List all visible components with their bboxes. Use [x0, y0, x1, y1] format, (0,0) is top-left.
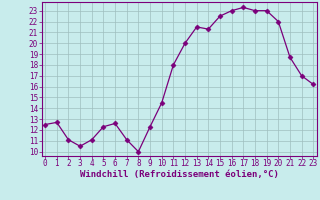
X-axis label: Windchill (Refroidissement éolien,°C): Windchill (Refroidissement éolien,°C): [80, 170, 279, 179]
